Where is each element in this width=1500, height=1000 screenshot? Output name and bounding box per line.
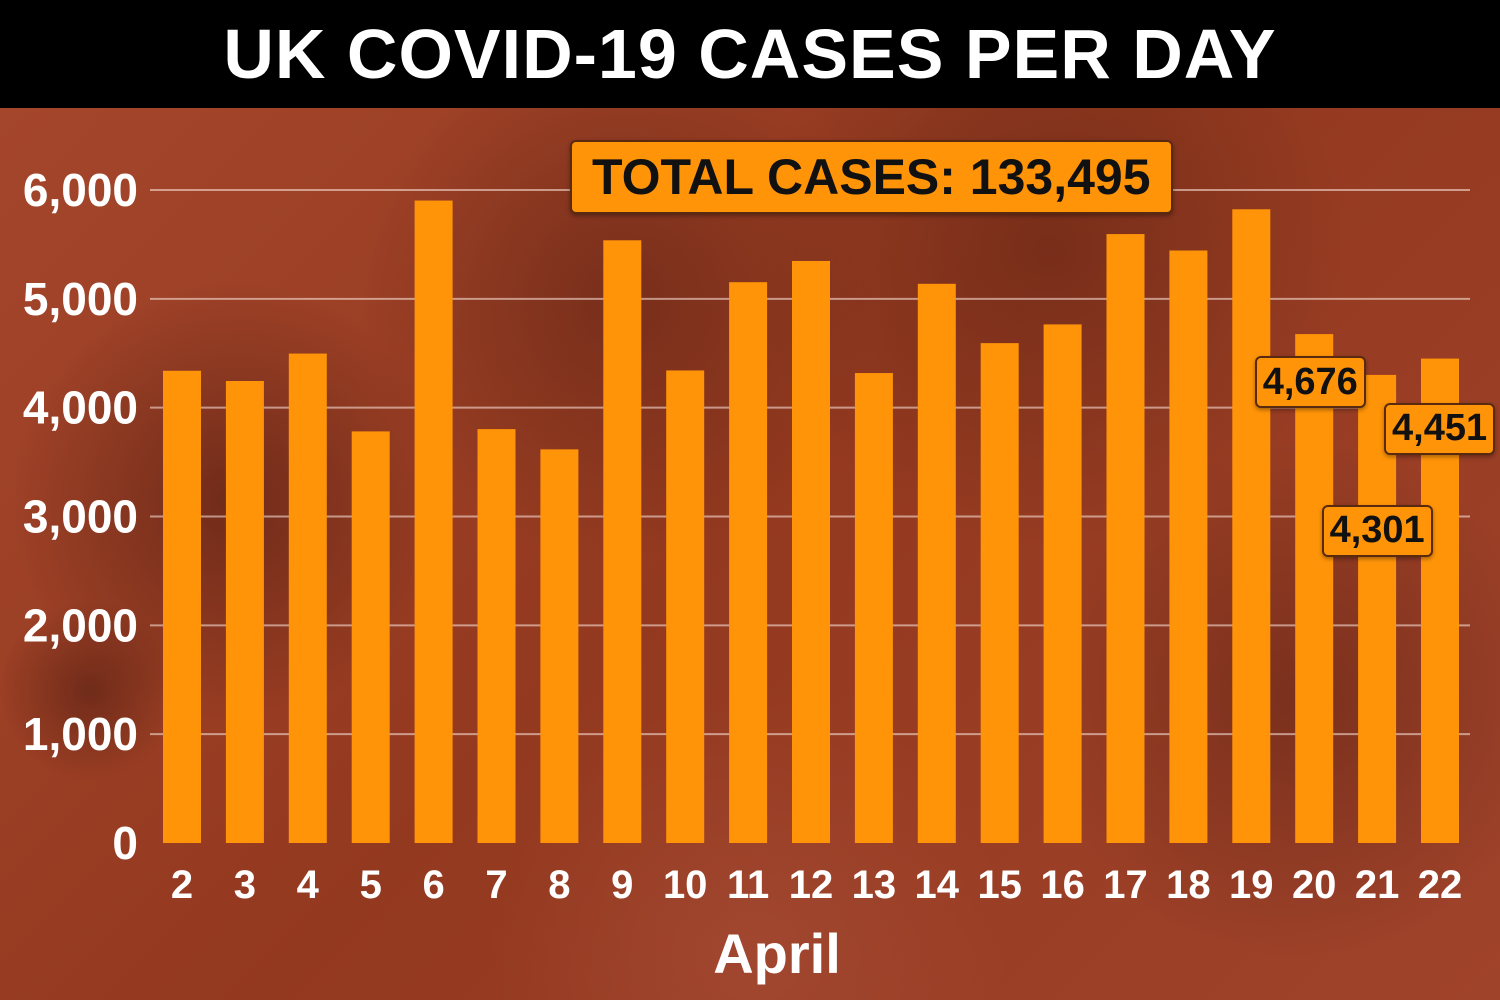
- x-tick-label: 7: [485, 863, 507, 907]
- bar-april-20: [1295, 334, 1334, 843]
- bar-april-3: [225, 381, 264, 843]
- y-tick-label: 3,000: [23, 491, 138, 543]
- x-tick-label: 10: [663, 863, 708, 907]
- bar-april-15: [980, 343, 1019, 843]
- bar-april-7: [477, 429, 516, 843]
- x-tick-label: 18: [1166, 863, 1211, 907]
- bar-april-4: [288, 353, 327, 843]
- bar-april-18: [1169, 250, 1208, 843]
- x-tick-label: 12: [789, 863, 834, 907]
- bar-april-5: [351, 431, 390, 843]
- x-tick-label: 20: [1292, 863, 1337, 907]
- x-tick-label: 15: [977, 863, 1022, 907]
- bar-april-10: [666, 370, 705, 843]
- x-tick-label: 6: [422, 863, 444, 907]
- x-axis-label: April: [713, 922, 841, 985]
- bar-april-13: [854, 373, 893, 843]
- x-tick-label: 13: [852, 863, 897, 907]
- title-bar: UK COVID-19 CASES PER DAY: [0, 0, 1500, 108]
- x-tick-label: 19: [1229, 863, 1274, 907]
- bar-april-6: [414, 200, 453, 844]
- value-label-april-21: 4,301: [1321, 504, 1433, 557]
- x-tick-label: 21: [1355, 863, 1400, 907]
- y-tick-label: 1,000: [23, 708, 138, 760]
- x-tick-label: 9: [611, 863, 633, 907]
- y-tick-label: 5,000: [23, 273, 138, 325]
- y-tick-label: 6,000: [23, 164, 138, 216]
- bar-april-8: [540, 449, 579, 843]
- x-tick-label: 22: [1418, 863, 1463, 907]
- x-tick-label: 3: [234, 863, 256, 907]
- x-tick-label: 8: [548, 863, 570, 907]
- x-tick-label: 11: [727, 863, 769, 907]
- x-tick-label: 17: [1103, 863, 1148, 907]
- bar-april-14: [917, 283, 956, 843]
- x-tick-label: 5: [360, 863, 382, 907]
- value-label-april-22: 4,451: [1384, 402, 1496, 455]
- x-tick-label: 16: [1040, 863, 1085, 907]
- y-tick-label: 2,000: [23, 599, 138, 651]
- bar-april-19: [1232, 209, 1271, 844]
- value-label-april-20: 4,676: [1254, 356, 1366, 409]
- y-tick-label: 0: [112, 817, 138, 869]
- x-tick-label: 4: [297, 863, 320, 907]
- y-tick-label: 4,000: [23, 382, 138, 434]
- chart-title: UK COVID-19 CASES PER DAY: [223, 15, 1277, 93]
- x-tick-label: 14: [915, 863, 960, 907]
- bar-april-16: [1043, 324, 1082, 843]
- bar-april-12: [792, 260, 830, 843]
- bar-april-9: [603, 240, 642, 843]
- total-cases-badge: TOTAL CASES: 133,495: [570, 140, 1173, 214]
- bar-april-17: [1106, 234, 1145, 843]
- bar-april-2: [163, 370, 201, 843]
- x-tick-label: 2: [171, 863, 193, 907]
- bar-april-11: [729, 282, 768, 843]
